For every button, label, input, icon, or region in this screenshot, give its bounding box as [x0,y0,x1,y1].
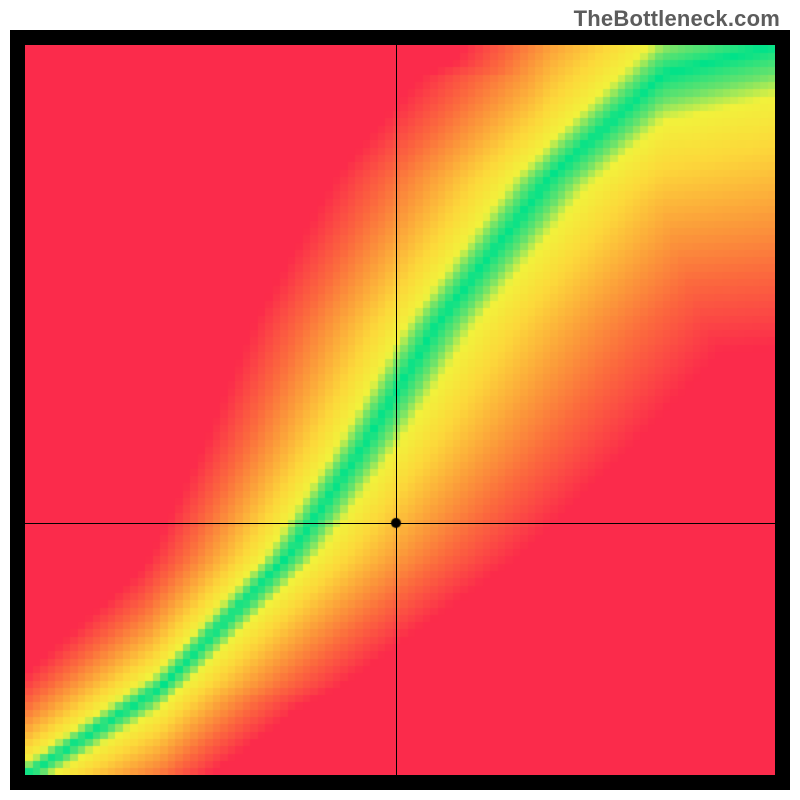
chart-outer-frame [10,30,790,790]
crosshair-dot-canvas [25,45,775,775]
watermark-text: TheBottleneck.com [574,6,780,32]
chart-plot-area [25,45,775,775]
